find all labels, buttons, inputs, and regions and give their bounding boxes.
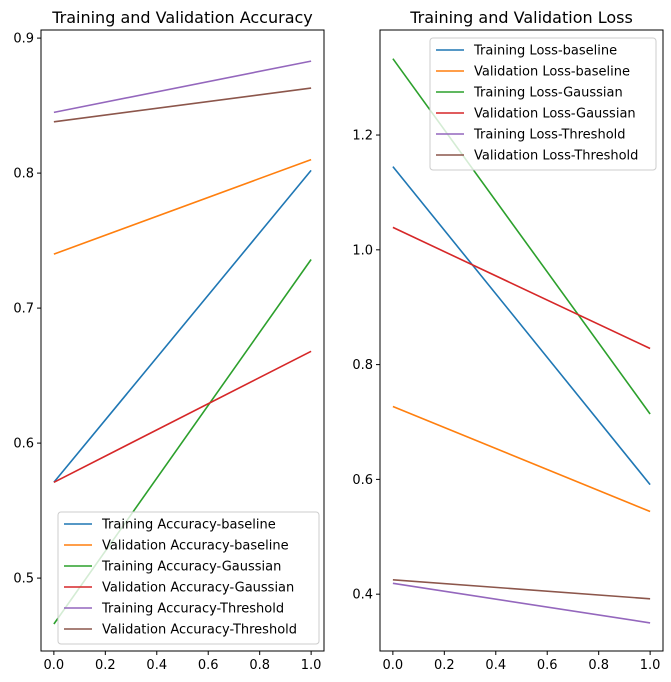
- accuracy-plot-frame: [40, 29, 325, 652]
- accuracy-series-line-1: [53, 169, 312, 483]
- accuracy-y-tick-label: 0.6: [13, 437, 34, 452]
- loss-legend-label-4: Validation Loss-Gaussian: [474, 107, 636, 122]
- loss-x-tick-label: 1.0: [640, 658, 661, 673]
- accuracy-legend-label-1: Training Accuracy-baseline: [101, 518, 276, 533]
- loss-x-tick-label: 0.2: [434, 658, 455, 673]
- loss-x-tick-label: 0.0: [383, 658, 404, 673]
- accuracy-chart: Training and Validation Accuracy 0.0 0.2 0.…: [13, 8, 325, 673]
- accuracy-series-line-5: [53, 60, 312, 114]
- accuracy-legend-label-4: Validation Accuracy-Gaussian: [102, 581, 294, 596]
- accuracy-legend-label-3: Training Accuracy-Gaussian: [101, 560, 281, 575]
- accuracy-legend-label-2: Validation Accuracy-baseline: [102, 539, 289, 554]
- loss-chart-title: Training and Validation Loss: [409, 8, 633, 27]
- loss-series-line-5: [392, 582, 651, 624]
- loss-y-tick-label: 0.4: [352, 588, 373, 603]
- loss-series-line-4: [392, 226, 651, 350]
- loss-series-line-2: [392, 405, 651, 513]
- loss-legend-label-5: Training Loss-Threshold: [473, 128, 626, 143]
- accuracy-legend-label-6: Validation Accuracy-Threshold: [102, 623, 297, 638]
- loss-x-tick-label: 0.6: [537, 658, 558, 673]
- loss-x-tick-label: 0.4: [485, 658, 506, 673]
- loss-legend-label-3: Training Loss-Gaussian: [473, 86, 623, 101]
- loss-y-tick-label: 0.6: [352, 473, 373, 488]
- accuracy-x-tick-label: 0.4: [146, 658, 167, 673]
- accuracy-y-tick-label: 0.7: [13, 302, 34, 317]
- accuracy-x-tick-label: 0.0: [44, 658, 65, 673]
- accuracy-y-tick-label: 0.8: [13, 167, 34, 182]
- loss-legend: Training Loss-baseline Validation Loss-ba…: [429, 37, 657, 171]
- accuracy-y-tick-label: 0.5: [13, 572, 34, 587]
- loss-chart: Training and Validation Loss 0.0 0.2 0.4 0.6…: [352, 8, 664, 673]
- accuracy-legend-label-5: Training Accuracy-Threshold: [101, 602, 284, 617]
- accuracy-x-tick-label: 0.2: [95, 658, 116, 673]
- loss-legend-label-1: Training Loss-baseline: [473, 44, 617, 59]
- accuracy-x-tick-label: 0.6: [198, 658, 219, 673]
- accuracy-series-line-4: [53, 350, 312, 484]
- accuracy-legend-box: [57, 511, 320, 645]
- accuracy-y-tick-label: 0.9: [13, 32, 34, 47]
- loss-legend-label-2: Validation Loss-baseline: [474, 65, 630, 80]
- loss-series-line-1: [392, 166, 651, 486]
- loss-y-tick-label: 1.0: [352, 243, 373, 258]
- accuracy-x-tick-label: 0.8: [249, 658, 270, 673]
- loss-y-tick-label: 1.2: [352, 129, 373, 144]
- accuracy-series-line-6: [53, 87, 312, 123]
- accuracy-series-line-2: [53, 158, 312, 255]
- loss-y-tick-label: 0.8: [352, 358, 373, 373]
- accuracy-x-tick-label: 1.0: [301, 658, 322, 673]
- loss-plot-frame: [379, 29, 664, 652]
- loss-series-line-6: [392, 579, 651, 600]
- accuracy-legend: Training Accuracy-baseline Validation Acc…: [57, 511, 320, 645]
- loss-legend-label-6: Validation Loss-Threshold: [474, 149, 638, 164]
- accuracy-chart-title: Training and Validation Accuracy: [51, 8, 313, 27]
- loss-legend-box: [429, 37, 657, 171]
- loss-x-tick-label: 0.8: [588, 658, 609, 673]
